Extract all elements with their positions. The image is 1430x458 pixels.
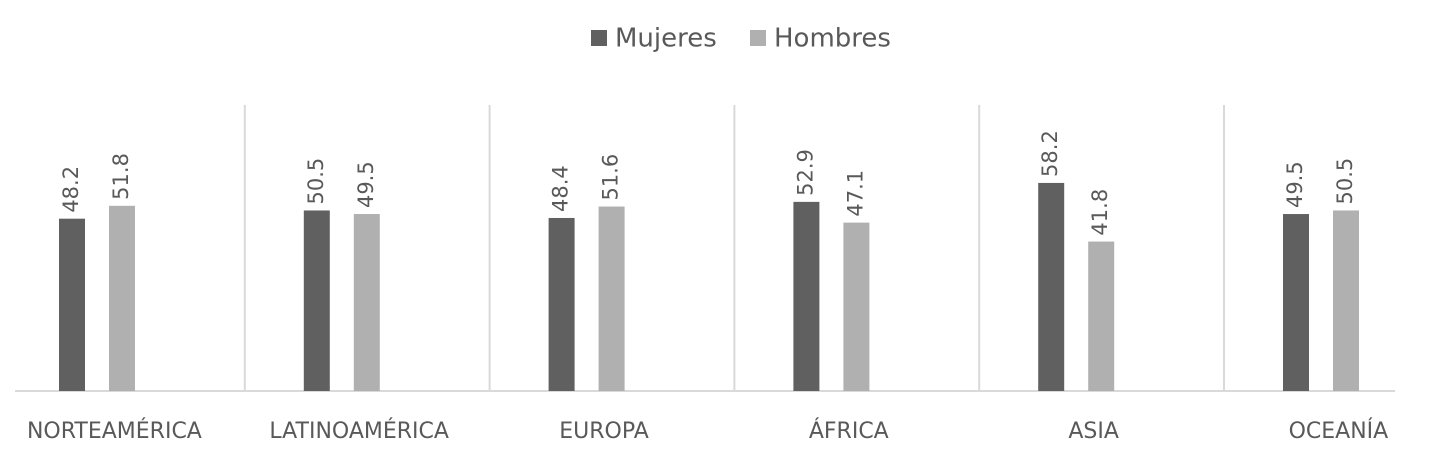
x-tick-label: ASIA — [1068, 419, 1119, 444]
x-tick-label: ÁFRICA — [809, 418, 889, 444]
bar — [1088, 241, 1115, 391]
x-tick-label: NORTEAMÉRICA — [27, 418, 202, 444]
data-label: 48.4 — [549, 165, 573, 212]
x-tick-label: OCEANÍA — [1289, 418, 1389, 444]
data-label: 51.8 — [109, 153, 133, 200]
data-label: 51.6 — [599, 154, 623, 201]
x-tick-label: EUROPA — [559, 419, 649, 444]
bar — [303, 210, 330, 391]
data-label: 48.2 — [59, 166, 83, 213]
bar — [109, 205, 135, 391]
data-label: 49.5 — [1283, 161, 1307, 208]
bar — [598, 206, 625, 391]
bar — [353, 214, 380, 391]
data-label: 52.9 — [793, 149, 817, 196]
bar — [548, 217, 575, 391]
data-label: 50.5 — [304, 158, 328, 205]
legend-swatch — [591, 30, 607, 46]
bar — [793, 201, 820, 391]
data-label: 50.5 — [1333, 158, 1357, 205]
bar — [1038, 182, 1065, 391]
data-label: 58.2 — [1038, 130, 1062, 177]
legend-label: Mujeres — [615, 24, 717, 54]
x-tick-label: LATINOAMÉRICA — [269, 418, 449, 444]
data-label: 47.1 — [843, 170, 867, 217]
bar — [59, 218, 85, 391]
legend-swatch — [750, 30, 766, 46]
bar — [1333, 210, 1359, 391]
legend-label: Hombres — [774, 24, 891, 54]
bar — [843, 222, 870, 391]
bar — [1283, 214, 1309, 391]
data-label: 49.5 — [354, 161, 378, 208]
data-label: 41.8 — [1088, 189, 1112, 236]
